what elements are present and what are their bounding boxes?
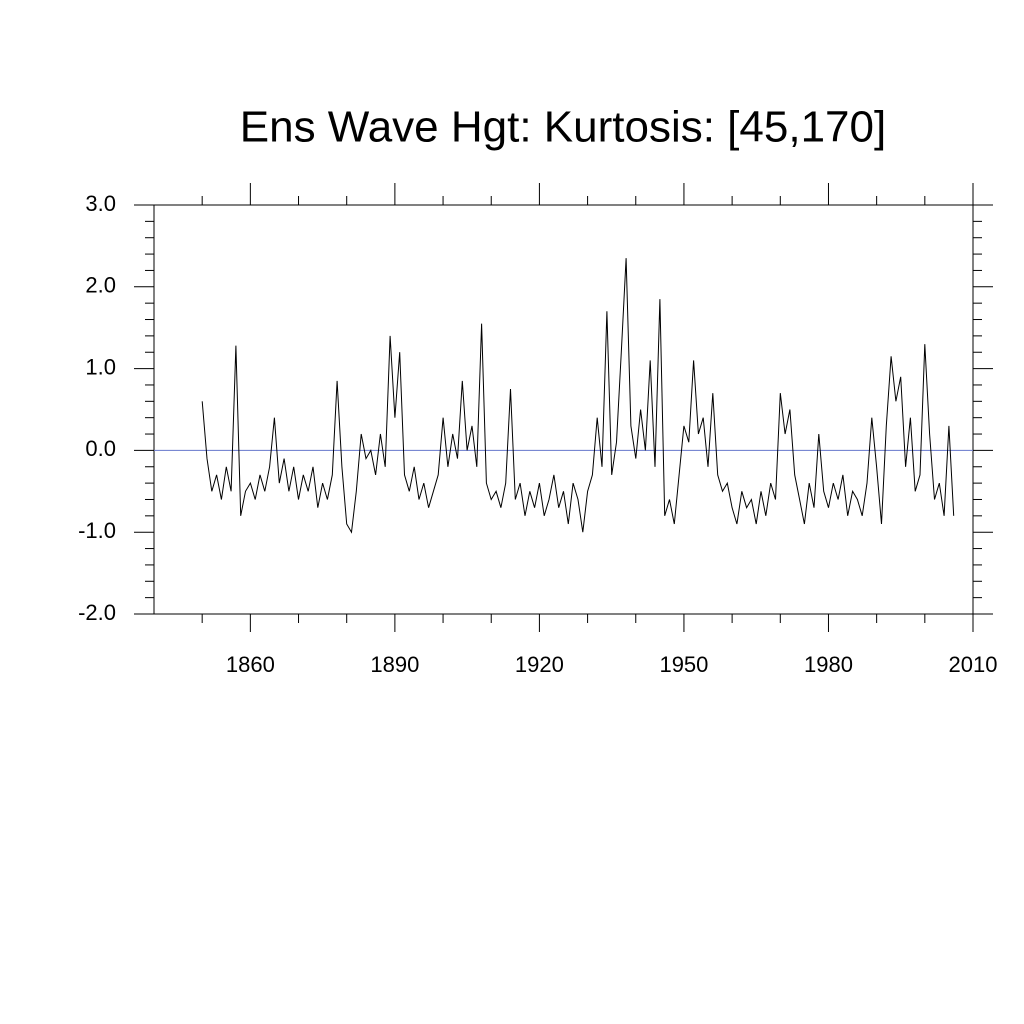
x-tick-label: 1980 xyxy=(804,652,853,677)
plot-frame xyxy=(153,204,974,615)
y-tick-label: -2.0 xyxy=(78,600,116,625)
y-tick-label: 2.0 xyxy=(85,273,116,298)
x-tick-label: 1890 xyxy=(370,652,419,677)
x-tick-label: 2010 xyxy=(949,652,998,677)
y-tick-label: 0.0 xyxy=(85,436,116,461)
y-tick-label: 3.0 xyxy=(85,191,116,216)
data-line xyxy=(201,258,955,534)
x-tick-label: 1860 xyxy=(226,652,275,677)
x-tick-label: 1920 xyxy=(515,652,564,677)
chart-title: Ens Wave Hgt: Kurtosis: [45,170] xyxy=(240,103,886,152)
y-tick-label: -1.0 xyxy=(78,518,116,543)
y-tick-label: 1.0 xyxy=(85,354,116,379)
x-tick-label: 1950 xyxy=(659,652,708,677)
